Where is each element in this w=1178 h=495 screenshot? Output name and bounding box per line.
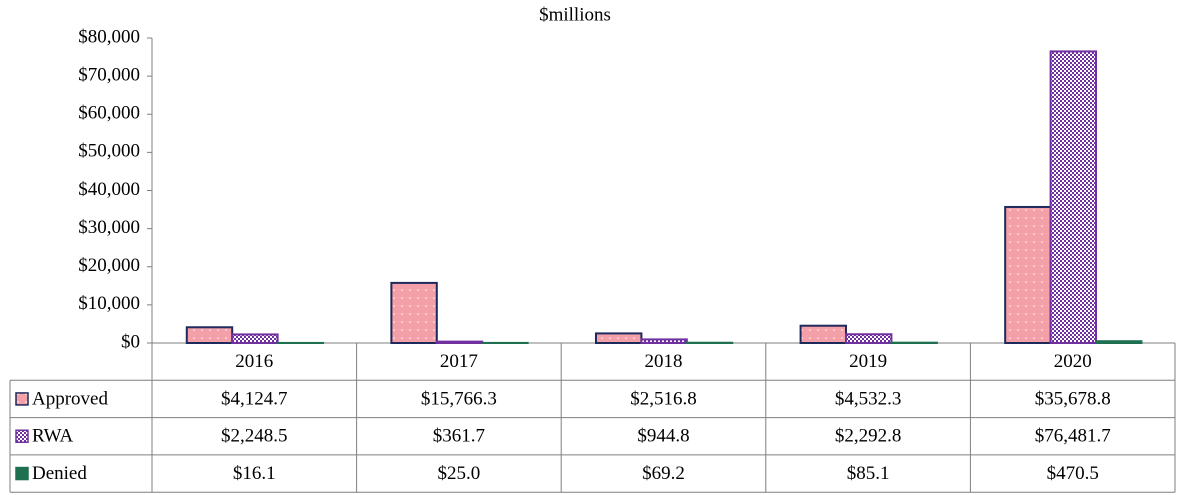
table-value: $4,532.3 [835, 388, 902, 409]
table-value: $25.0 [438, 463, 481, 484]
table-value: $69.2 [642, 463, 685, 484]
bar [185, 326, 234, 344]
legend-label: Approved [32, 388, 108, 409]
table-value: $2,248.5 [221, 426, 288, 447]
bar [435, 340, 484, 345]
y-tick-label: $0 [121, 331, 140, 352]
table-value: $361.7 [433, 426, 485, 447]
bar [1004, 205, 1052, 344]
table-value: $470.5 [1047, 463, 1099, 484]
bar [640, 338, 688, 344]
y-tick-label: $60,000 [78, 103, 140, 124]
bar [799, 324, 848, 345]
y-tick-label: $40,000 [78, 179, 140, 200]
bar [1095, 340, 1143, 344]
table-value: $944.8 [637, 426, 689, 447]
x-tick-label: 2017 [440, 351, 478, 372]
table-value: $4,124.7 [221, 388, 288, 409]
legend-label: RWA [32, 426, 73, 447]
table-value: $2,516.8 [630, 388, 697, 409]
x-tick-label: 2016 [235, 351, 273, 372]
bar [594, 332, 643, 344]
table-value: $85.1 [847, 463, 890, 484]
chart-title: $millions [539, 4, 611, 25]
x-tick-label: 2020 [1054, 351, 1092, 372]
y-tick-label: $50,000 [78, 141, 140, 162]
y-tick-label: $30,000 [78, 217, 140, 238]
bar [1049, 50, 1098, 345]
legend-label: Denied [32, 463, 87, 484]
legend-swatch [15, 392, 29, 406]
bar [390, 281, 438, 345]
y-tick-label: $10,000 [78, 293, 140, 314]
x-tick-label: 2019 [849, 351, 887, 372]
bar [231, 333, 279, 344]
table-value: $35,678.8 [1035, 388, 1111, 409]
table-value: $2,292.8 [835, 426, 902, 447]
table-value: $76,481.7 [1035, 426, 1111, 447]
x-tick-label: 2018 [645, 351, 683, 372]
bar [845, 333, 893, 344]
legend-swatch [15, 466, 29, 481]
table-value: $16.1 [233, 463, 276, 484]
y-tick-label: $80,000 [78, 26, 140, 47]
legend-swatch [15, 429, 29, 443]
table-value: $15,766.3 [421, 388, 497, 409]
y-tick-label: $70,000 [78, 64, 140, 85]
y-tick-label: $20,000 [78, 255, 140, 276]
